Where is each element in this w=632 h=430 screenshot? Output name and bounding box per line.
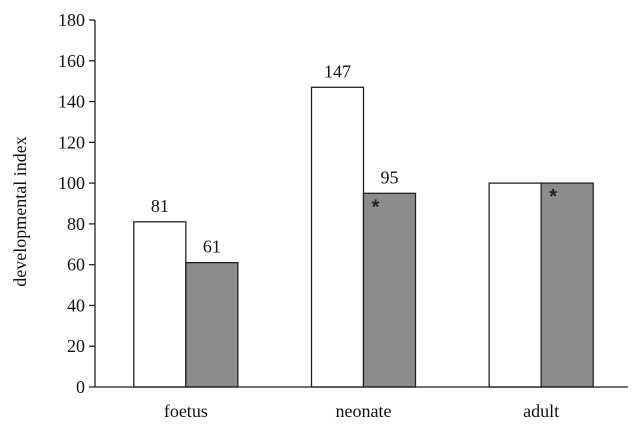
y-axis-ticks: 0 20 40 60 80 100 120 140 160 180	[58, 10, 95, 397]
y-tick-label: 40	[67, 295, 85, 315]
bar-neonate-2	[362, 192, 417, 388]
significance-marker: *	[549, 186, 557, 208]
y-tick-label: 80	[67, 214, 85, 234]
y-tick-label: 140	[58, 92, 85, 112]
data-label: 61	[203, 237, 221, 257]
category-labels: foetus neonate adult	[164, 401, 559, 421]
category-label-adult: adult	[523, 401, 559, 421]
bar-adult-2	[540, 182, 594, 388]
y-tick-label: 100	[58, 173, 85, 193]
y-axis-label: developmental index	[10, 136, 30, 286]
data-label: 95	[381, 167, 399, 187]
bar-foetus-2	[185, 261, 239, 388]
bar-foetus-1	[133, 221, 187, 388]
y-tick-label: 60	[67, 255, 85, 275]
y-tick-label: 180	[58, 10, 85, 30]
category-label-foetus: foetus	[164, 401, 208, 421]
bar-neonate-1	[310, 86, 365, 388]
y-tick-label: 120	[58, 132, 85, 152]
y-tick-label: 0	[76, 377, 85, 397]
significance-marker: *	[372, 196, 380, 218]
bar-adult-1	[488, 182, 542, 388]
data-label: 81	[151, 196, 169, 216]
y-tick-label: 20	[67, 336, 85, 356]
category-label-neonate: neonate	[336, 401, 392, 421]
y-tick-label: 160	[58, 51, 85, 71]
data-label: 147	[324, 61, 351, 81]
